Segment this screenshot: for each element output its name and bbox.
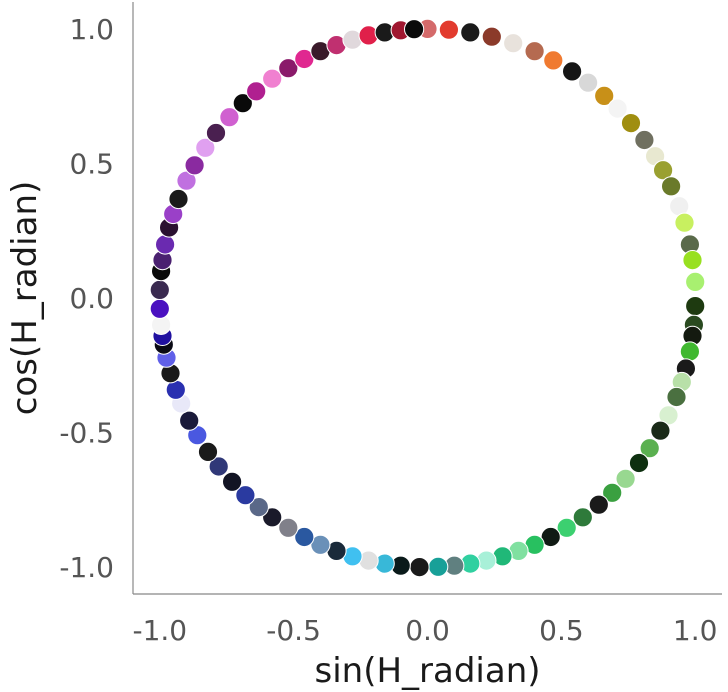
y-tick-label: -1.0 xyxy=(59,551,114,584)
data-point-35 xyxy=(572,507,593,528)
data-point-3 xyxy=(481,26,502,47)
data-point-19 xyxy=(682,250,703,271)
data-point-15 xyxy=(661,176,682,197)
data-point-11 xyxy=(620,113,642,134)
data-point-57 xyxy=(222,471,243,492)
data-point-20 xyxy=(685,271,706,292)
data-point-80 xyxy=(205,122,227,144)
data-point-24 xyxy=(679,341,701,362)
data-point-85 xyxy=(278,58,299,79)
data-point-6 xyxy=(543,50,564,71)
data-point-30 xyxy=(639,438,660,459)
data-point-86 xyxy=(294,48,315,70)
y-tick-label: 0.0 xyxy=(69,282,114,315)
x-tick-label: -1.0 xyxy=(132,614,187,647)
data-point-73 xyxy=(155,234,176,255)
x-tick-label: -0.5 xyxy=(266,614,321,647)
data-point-70 xyxy=(149,279,170,300)
data-point-7 xyxy=(562,61,583,82)
data-point-34 xyxy=(588,494,609,515)
data-point-55 xyxy=(248,497,269,518)
data-point-21 xyxy=(685,296,706,317)
data-point-32 xyxy=(615,468,636,489)
data-point-81 xyxy=(219,107,240,128)
data-point-10 xyxy=(607,98,628,119)
data-point-36 xyxy=(556,517,577,538)
data-point-45 xyxy=(409,557,430,578)
x-axis-label: sin(H_radian) xyxy=(314,651,540,691)
data-point-59 xyxy=(197,441,219,462)
x-tick-labels: -1.0 -0.5 0.0 0.5 1.0 xyxy=(132,614,717,647)
x-tick-label: 1.0 xyxy=(673,614,718,647)
data-point-12 xyxy=(634,129,655,151)
y-tick-label: 0.5 xyxy=(69,148,114,181)
y-axis-label: cos(H_radian) xyxy=(5,181,45,416)
y-tick-label: -0.5 xyxy=(59,417,114,450)
data-point-78 xyxy=(184,155,205,176)
data-point-54 xyxy=(262,507,283,528)
data-point-76 xyxy=(168,188,189,210)
data-point-79 xyxy=(195,137,216,158)
data-point-27 xyxy=(666,386,687,408)
data-point-8 xyxy=(578,72,599,93)
data-point-17 xyxy=(674,212,695,233)
data-point-84 xyxy=(262,68,283,89)
data-point-9 xyxy=(594,85,615,107)
x-tick-label: 0.0 xyxy=(405,614,450,647)
data-point-33 xyxy=(602,482,623,503)
data-point-29 xyxy=(650,420,671,441)
data-point-69 xyxy=(149,298,170,319)
data-point-82 xyxy=(232,93,253,114)
x-tick-label: 0.5 xyxy=(539,614,584,647)
data-point-52 xyxy=(294,526,315,548)
data-point-14 xyxy=(653,160,674,181)
data-point-44 xyxy=(428,556,449,577)
data-point-51 xyxy=(310,534,331,555)
data-points xyxy=(149,18,706,578)
data-point-93 xyxy=(404,19,425,40)
data-point-83 xyxy=(246,81,267,102)
data-point-37 xyxy=(540,526,561,548)
data-point-58 xyxy=(208,456,229,477)
data-point-4 xyxy=(503,33,524,54)
data-point-61 xyxy=(179,410,200,431)
data-point-56 xyxy=(235,485,256,506)
data-point-2 xyxy=(460,22,481,43)
data-point-1 xyxy=(438,19,459,40)
y-tick-label: 1.0 xyxy=(69,13,114,46)
data-point-5 xyxy=(524,41,545,62)
data-point-31 xyxy=(628,452,650,474)
y-tick-labels: 1.0 0.5 0.0 -0.5 -1.0 xyxy=(59,13,114,584)
data-point-53 xyxy=(278,517,299,538)
